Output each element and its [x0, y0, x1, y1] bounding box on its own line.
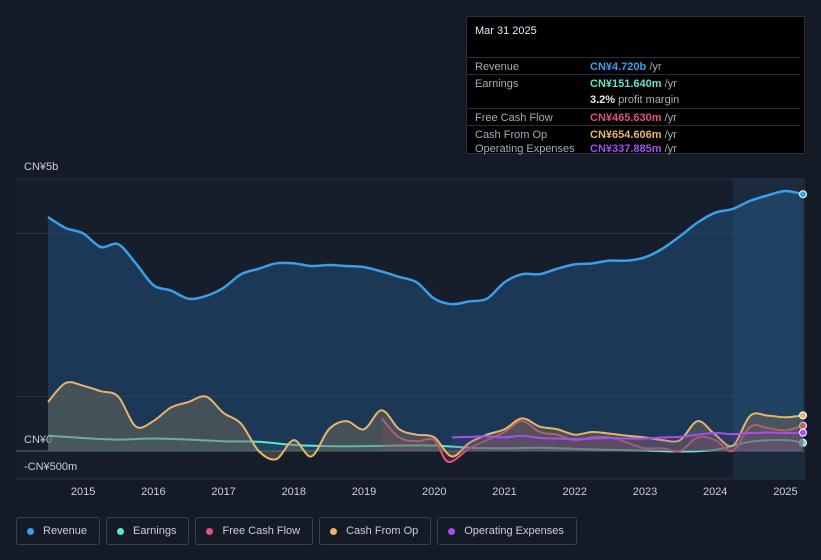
- tooltip-margin-label: profit margin: [618, 94, 680, 106]
- legend-label: Earnings: [133, 525, 177, 537]
- tooltip-margin-value: 3.2%: [590, 94, 616, 106]
- x-tick-label: 2022: [563, 486, 587, 498]
- revenue-line: [47, 189, 804, 306]
- operating-expenses-dot-icon: [448, 527, 456, 535]
- tooltip-value-text: CN¥337.885m: [590, 143, 662, 155]
- tooltip-unit: /yr: [664, 78, 677, 90]
- y-tick-label: CN¥5b: [24, 161, 58, 173]
- tooltip-value-text: CN¥151.640m: [590, 78, 662, 90]
- tooltip-value-text: CN¥4.720b: [590, 61, 647, 73]
- tooltip-row-revenue: Revenue CN¥4.720b /yr: [467, 57, 800, 74]
- tooltip-label: Cash From Op: [475, 129, 548, 141]
- cash-from-op-line: [47, 381, 804, 461]
- x-tick-label: 2023: [633, 486, 657, 498]
- tooltip-row-opex: Operating Expenses CN¥337.885m /yr: [467, 135, 800, 155]
- tooltip-row-earnings: Earnings CN¥151.640m /yr: [467, 74, 800, 91]
- earnings-dot-icon: [117, 527, 125, 535]
- cash-from-op-end-marker: [799, 411, 807, 420]
- revenue-area: [48, 190, 803, 452]
- operating-expenses-end-marker: [799, 428, 807, 437]
- x-tick-label: 2021: [492, 486, 516, 498]
- tooltip-value: CN¥151.640m /yr: [590, 78, 677, 90]
- earnings-area: [48, 435, 803, 452]
- tooltip-label: Operating Expenses: [475, 143, 575, 155]
- legend-label: Free Cash Flow: [222, 525, 301, 537]
- y-tick-label: -CN¥500m: [24, 461, 77, 473]
- cash-from-op-dot-icon: [330, 527, 338, 535]
- x-tick-label: 2020: [422, 486, 446, 498]
- cash-from-op-area: [48, 382, 803, 460]
- legend: Revenue Earnings Free Cash Flow Cash Fro…: [16, 517, 577, 547]
- tooltip-unit: /yr: [664, 112, 677, 124]
- x-tick-label: 2016: [141, 486, 165, 498]
- tooltip-row-fcf: Free Cash Flow CN¥465.630m /yr: [467, 108, 800, 125]
- revenue-dot-icon: [27, 527, 34, 535]
- tooltip-value: CN¥465.630m /yr: [590, 112, 677, 124]
- legend-item-earnings[interactable]: Earnings: [106, 517, 190, 545]
- tooltip-label: Revenue: [475, 61, 520, 73]
- plot-background: [16, 179, 805, 479]
- free-cash-flow-line: [380, 417, 804, 463]
- tooltip-value-text: CN¥465.630m: [590, 112, 662, 124]
- free-cash-flow-dot-icon: [206, 527, 214, 535]
- tooltip-unit: /yr: [664, 143, 677, 155]
- tooltip-unit: /yr: [649, 61, 662, 73]
- tooltip-row-margin: 3.2% profit margin: [467, 91, 800, 108]
- x-tick-label: 2025: [773, 486, 797, 498]
- legend-item-cash-from-op[interactable]: Cash From Op: [319, 517, 432, 545]
- legend-item-operating-expenses[interactable]: Operating Expenses: [437, 517, 577, 545]
- x-tick-label: 2015: [71, 486, 95, 498]
- x-tick-label: 2018: [282, 486, 306, 498]
- tooltip-row-cfo: Cash From Op CN¥654.606m /yr: [467, 125, 800, 142]
- tooltip-value: CN¥337.885m /yr: [590, 143, 677, 155]
- x-tick-label: 2017: [211, 486, 235, 498]
- x-tick-label: 2024: [703, 486, 727, 498]
- legend-item-revenue[interactable]: Revenue: [16, 517, 101, 545]
- earnings-end-marker: [799, 438, 807, 447]
- legend-label: Operating Expenses: [464, 525, 564, 537]
- tooltip-panel: Mar 31 2025 Revenue CN¥4.720b /yr Earnin…: [466, 16, 805, 155]
- tooltip-date: Mar 31 2025: [475, 25, 537, 37]
- tooltip-value: CN¥654.606m /yr: [590, 129, 677, 141]
- operating-expenses-area: [451, 432, 803, 451]
- legend-label: Cash From Op: [346, 525, 419, 537]
- revenue-end-marker: [799, 190, 807, 199]
- tooltip-unit: /yr: [664, 129, 677, 141]
- tooltip-margin: 3.2% profit margin: [590, 94, 679, 106]
- y-tick-label: CN¥0: [24, 434, 52, 446]
- free-cash-flow-area: [381, 418, 803, 462]
- x-tick-label: 2019: [352, 486, 376, 498]
- tooltip-label: Free Cash Flow: [475, 112, 553, 124]
- earnings-line: [47, 434, 804, 453]
- tooltip-value-text: CN¥654.606m: [590, 129, 662, 141]
- legend-item-free-cash-flow[interactable]: Free Cash Flow: [195, 517, 314, 545]
- tooltip-label: Earnings: [475, 78, 519, 90]
- tooltip-value: CN¥4.720b /yr: [590, 61, 662, 73]
- operating-expenses-line: [451, 431, 804, 441]
- legend-label: Revenue: [43, 525, 88, 537]
